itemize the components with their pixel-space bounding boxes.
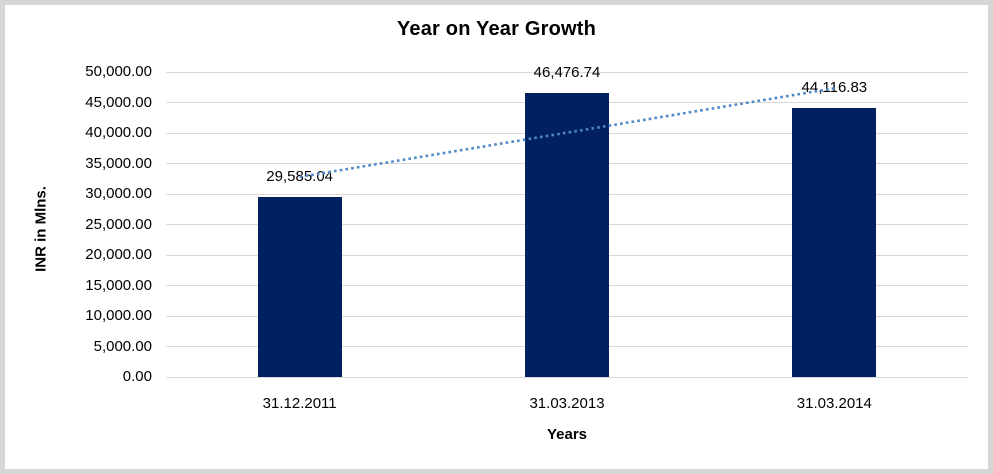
bar-data-label: 44,116.83 — [801, 78, 868, 96]
bar — [257, 196, 342, 377]
bar-data-label: 46,476.74 — [533, 64, 601, 82]
trendline — [299, 87, 835, 179]
x-tick-label: 31.12.2011 — [262, 395, 337, 412]
y-tick-label: 50,000.00 — [85, 63, 152, 80]
bar — [792, 107, 877, 377]
y-tick-label: 5,000.00 — [93, 337, 152, 355]
x-axis-title: Years — [546, 426, 588, 443]
x-tick-label: 31.03.2013 — [529, 395, 605, 412]
y-tick-label: 40,000.00 — [85, 124, 152, 141]
gridline — [166, 71, 968, 73]
chart-title: Year on Year Growth — [396, 18, 597, 40]
y-tick-label: 25,000.00 — [85, 215, 152, 233]
bar — [525, 93, 609, 377]
y-tick-label: 30,000.00 — [85, 185, 152, 202]
x-tick-label: 31.03.2014 — [796, 395, 872, 412]
y-tick-label: 45,000.00 — [85, 93, 152, 111]
y-tick-label: 20,000.00 — [85, 246, 152, 263]
gridline — [166, 376, 968, 378]
y-tick-label: 35,000.00 — [85, 154, 152, 172]
y-tick-label: 10,000.00 — [85, 307, 152, 324]
y-tick-label: 15,000.00 — [85, 276, 152, 294]
y-tick-label: 0.00 — [122, 368, 152, 385]
